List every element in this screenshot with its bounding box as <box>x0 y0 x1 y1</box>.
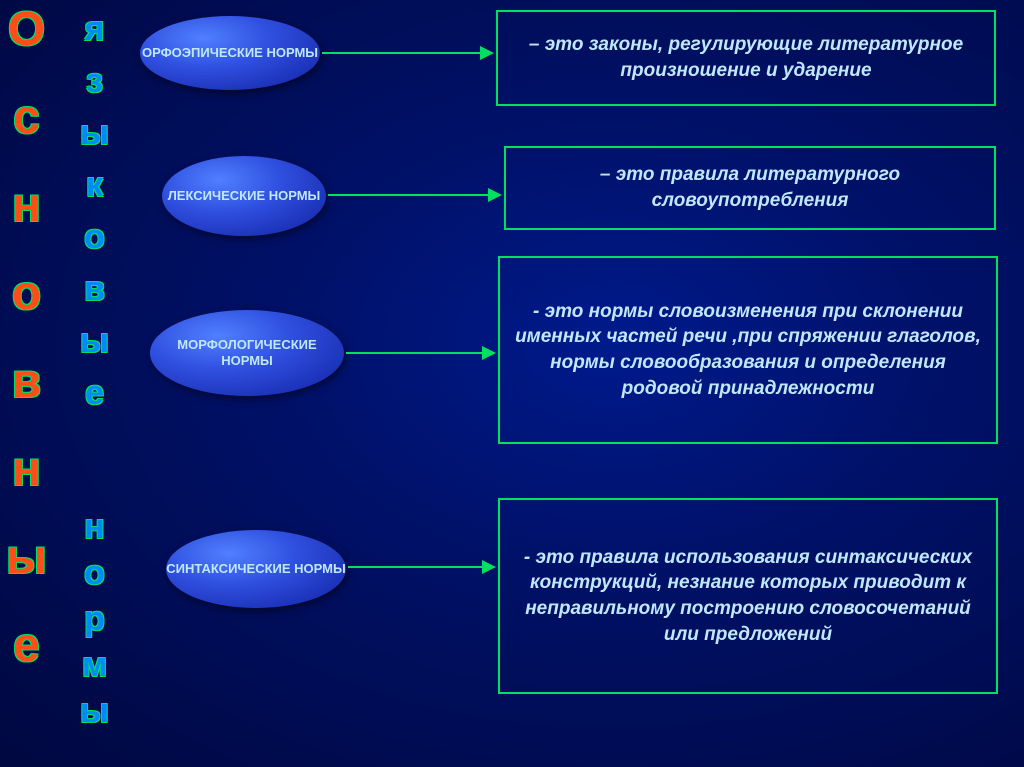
syntactic-definition: - это правила использования синтаксическ… <box>498 498 998 694</box>
morphological-node: МОРФОЛОГИЧЕСКИЕ НОРМЫ <box>150 310 344 396</box>
orthoepic-node: ОРФОЭПИЧЕСКИЕ НОРМЫ <box>140 16 320 90</box>
syntactic-node: СИНТАКСИЧЕСКИЕ НОРМЫ <box>166 530 346 608</box>
lexical-definition: – это правила литературного словоупотреб… <box>504 146 996 230</box>
syntactic-label: СИНТАКСИЧЕСКИЕ НОРМЫ <box>166 561 345 577</box>
title-sub1-vertical: языковые <box>80 12 109 428</box>
orthoepic-definition-text: – это законы, регулирующие литературное … <box>508 32 984 83</box>
orthoepic-arrow <box>322 52 492 54</box>
lexical-label: ЛЕКСИЧЕСКИЕ НОРМЫ <box>168 188 321 204</box>
title-main-vertical: Основные <box>6 6 47 710</box>
morphological-definition: - это нормы словоизменения при склонении… <box>498 256 998 444</box>
orthoepic-definition: – это законы, регулирующие литературное … <box>496 10 996 106</box>
morphological-label: МОРФОЛОГИЧЕСКИЕ НОРМЫ <box>150 337 344 370</box>
syntactic-arrow <box>348 566 494 568</box>
lexical-definition-text: – это правила литературного словоупотреб… <box>516 162 984 213</box>
orthoepic-label: ОРФОЭПИЧЕСКИЕ НОРМЫ <box>142 45 318 61</box>
morphological-arrow <box>346 352 494 354</box>
lexical-arrow <box>328 194 500 196</box>
morphological-definition-text: - это нормы словоизменения при склонении… <box>510 299 986 402</box>
lexical-node: ЛЕКСИЧЕСКИЕ НОРМЫ <box>162 156 326 236</box>
syntactic-definition-text: - это правила использования синтаксическ… <box>510 545 986 648</box>
title-sub2-vertical: нормы <box>80 510 109 740</box>
